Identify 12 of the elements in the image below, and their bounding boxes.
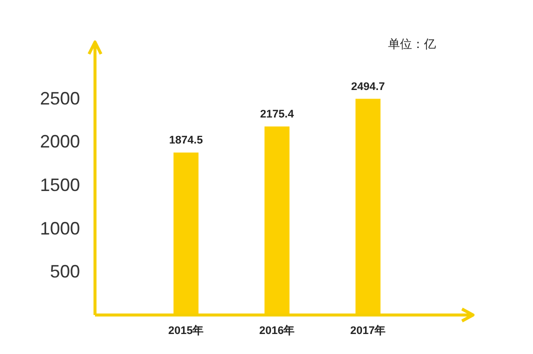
y-tick-label: 1000 bbox=[40, 218, 80, 238]
data-label: 2494.7 bbox=[351, 80, 385, 93]
data-label: 1874.5 bbox=[169, 134, 203, 147]
y-tick-label: 2000 bbox=[40, 132, 80, 152]
y-tick-label: 500 bbox=[50, 262, 80, 282]
y-tick-label: 1500 bbox=[40, 175, 80, 195]
x-tick-label: 2017年 bbox=[350, 324, 386, 337]
y-tick-label: 2500 bbox=[40, 88, 80, 108]
data-label: 2175.4 bbox=[260, 108, 295, 120]
x-tick-label: 2015年 bbox=[168, 324, 204, 337]
x-tick-label: 2016年 bbox=[259, 324, 295, 337]
annotation: 单位：亿 bbox=[388, 37, 436, 51]
